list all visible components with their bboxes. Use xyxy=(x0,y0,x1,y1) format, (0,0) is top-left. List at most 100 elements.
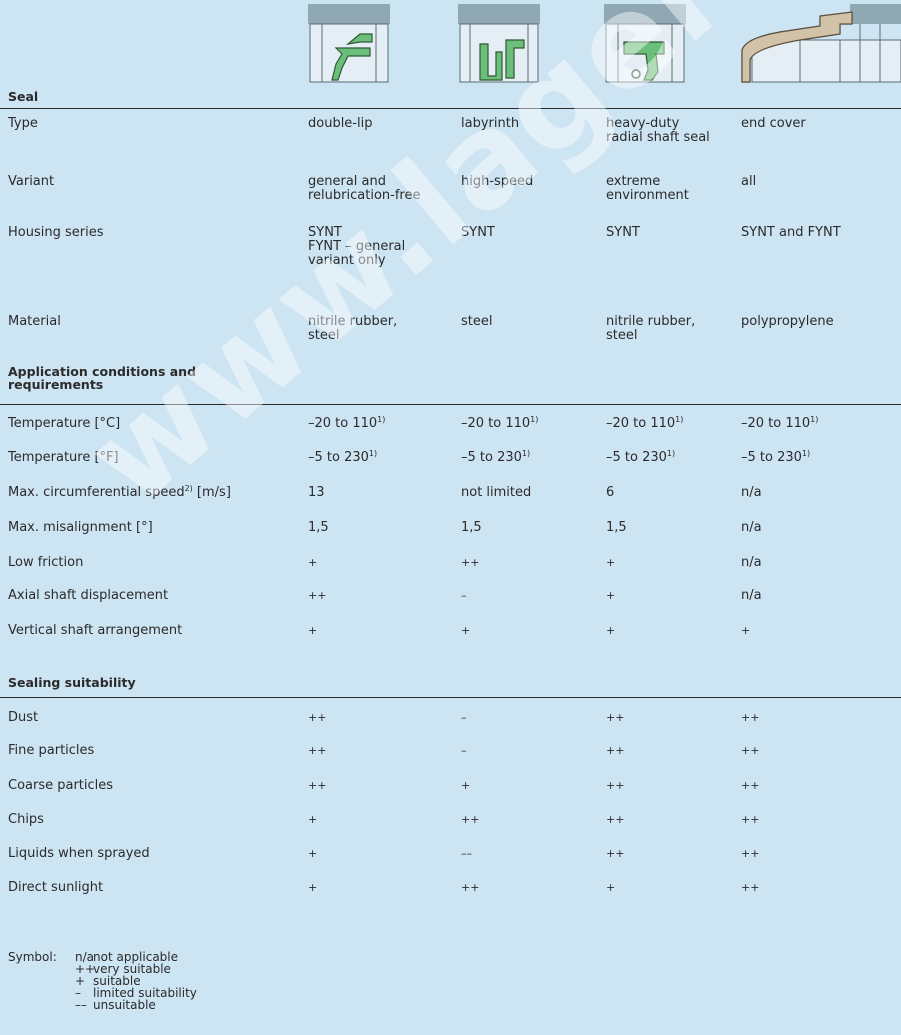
table-row: Fine particles ++ – ++ ++ xyxy=(0,744,901,784)
cell-heavy-duty: ++ xyxy=(606,813,625,826)
cell-double-lip: nitrile rubber, steel xyxy=(308,314,398,343)
cell-double-lip: ++ xyxy=(308,589,327,602)
cell-labyrinth: – xyxy=(461,711,467,724)
cell-labyrinth: high-speed xyxy=(461,174,534,189)
row-label: Chips xyxy=(8,812,44,827)
cell-labyrinth: steel xyxy=(461,314,493,329)
cell-double-lip: ++ xyxy=(308,711,327,724)
section-rule xyxy=(0,108,901,109)
cell-double-lip: 13 xyxy=(308,485,325,500)
cell-heavy-duty: ++ xyxy=(606,711,625,724)
cell-labyrinth: ++ xyxy=(461,556,480,569)
label-text: Max. circumferential speed xyxy=(8,485,185,500)
table-row: Coarse particles ++ + ++ ++ xyxy=(0,779,901,819)
footnote-ref: 1) xyxy=(377,415,386,424)
cell-labyrinth: + xyxy=(461,779,471,792)
cell-double-lip: + xyxy=(308,556,318,569)
row-label: Dust xyxy=(8,710,39,725)
cell-value: –20 to 110 xyxy=(606,416,676,431)
table-row: Vertical shaft arrangement + + + + xyxy=(0,624,901,664)
cell-end-cover: polypropylene xyxy=(741,314,834,329)
cell-end-cover: n/a xyxy=(741,520,762,535)
table-row: Chips + ++ ++ ++ xyxy=(0,813,901,853)
cell-end-cover: end cover xyxy=(741,116,806,131)
cell-value: –20 to 110 xyxy=(308,416,378,431)
cell-value: –20 to 110 xyxy=(461,416,531,431)
row-label: Coarse particles xyxy=(8,778,114,793)
cell-end-cover: ++ xyxy=(741,813,760,826)
row-label: Temperature [°C] xyxy=(8,416,121,431)
footnote-ref: 1) xyxy=(675,415,684,424)
cell-value: –5 to 230 xyxy=(461,450,522,465)
section-rule xyxy=(0,404,901,405)
legend-text: limited suitability xyxy=(93,986,197,1000)
cell-end-cover: ++ xyxy=(741,744,760,757)
cell-heavy-duty: + xyxy=(606,624,616,637)
cell-labyrinth: – xyxy=(461,589,467,602)
legend-item: ++very suitable xyxy=(75,963,171,975)
cell-heavy-duty: ++ xyxy=(606,779,625,792)
footnote-ref: 1) xyxy=(810,415,819,424)
cell-end-cover: + xyxy=(741,624,751,637)
legend-item: –– unsuitable xyxy=(75,999,156,1011)
cell-labyrinth: ++ xyxy=(461,813,480,826)
cell-end-cover: all xyxy=(741,174,757,189)
cell-heavy-duty: SYNT xyxy=(606,225,640,240)
row-label: Material xyxy=(8,314,61,329)
cell-labyrinth: – xyxy=(461,744,467,757)
heavy-duty-seal-drawing xyxy=(604,4,686,83)
row-label: Type xyxy=(8,116,38,131)
cell-heavy-duty: extreme environment xyxy=(606,174,689,203)
row-label: Temperature [°F] xyxy=(8,450,119,465)
footnote-ref: 2) xyxy=(184,484,193,493)
cell-heavy-duty: –5 to 2301) xyxy=(606,450,675,465)
cell-labyrinth: + xyxy=(461,624,471,637)
footnote-ref: 1) xyxy=(368,449,378,458)
cell-labyrinth: –20 to 1101) xyxy=(461,416,538,431)
end-cover-drawing xyxy=(741,4,901,83)
cell-end-cover: ++ xyxy=(741,847,760,860)
table-row: Dust ++ – ++ ++ xyxy=(0,711,901,751)
cell-double-lip: –20 to 1101) xyxy=(308,415,386,431)
cell-double-lip: –5 to 2301) xyxy=(308,449,378,465)
row-label: Low friction xyxy=(8,555,84,570)
cell-double-lip: 1,5 xyxy=(308,520,329,535)
cell-heavy-duty: + xyxy=(606,589,616,602)
table-row: Max. circumferential speed2) [m/s] 13 no… xyxy=(0,484,901,526)
table-row: Direct sunlight + ++ + ++ xyxy=(0,881,901,921)
cell-double-lip: general and relubrication-free xyxy=(308,174,421,203)
legend-item: – limited suitability xyxy=(75,987,197,999)
cell-value: –5 to 230 xyxy=(741,450,802,465)
cell-value: –5 to 230 xyxy=(308,450,369,465)
cell-labyrinth: –– xyxy=(461,847,472,860)
cell-end-cover: n/a xyxy=(741,555,762,570)
cell-heavy-duty: ++ xyxy=(606,744,625,757)
cell-end-cover: n/a xyxy=(741,485,762,500)
legend-text: not applicable xyxy=(93,950,179,964)
legend-symbol: + xyxy=(75,974,86,988)
cell-heavy-duty: + xyxy=(606,556,616,569)
section-sealing-title: Sealing suitability xyxy=(8,675,136,690)
cell-labyrinth: not limited xyxy=(461,485,532,500)
cell-heavy-duty: nitrile rubber, steel xyxy=(606,314,696,343)
cell-labyrinth: ++ xyxy=(461,881,480,894)
section-application-title: Application conditions and requirements xyxy=(8,364,197,392)
cell-double-lip: + xyxy=(308,813,318,826)
cell-labyrinth: labyrinth xyxy=(461,116,520,131)
cell-labyrinth: 1,5 xyxy=(461,520,482,535)
table-row: Housing series SYNT FYNT – general varia… xyxy=(0,225,901,268)
row-label: Max. circumferential speed2) [m/s] xyxy=(8,484,231,500)
cell-value: –5 to 230 xyxy=(606,450,667,465)
cell-double-lip: ++ xyxy=(308,744,327,757)
cell-double-lip: SYNT FYNT – general variant only xyxy=(308,225,406,268)
cell-heavy-duty: –20 to 1101) xyxy=(606,415,684,431)
legend-text: suitable xyxy=(93,974,141,988)
row-label: Axial shaft displacement xyxy=(8,588,169,603)
row-label: Liquids when sprayed xyxy=(8,846,150,861)
table-row: Type double-lip labyrinth heavy-duty rad… xyxy=(0,117,901,157)
legend-text: very suitable xyxy=(93,962,171,976)
row-label: Fine particles xyxy=(8,743,95,758)
footnote-ref: 1) xyxy=(801,449,811,458)
legend-text: unsuitable xyxy=(93,998,156,1012)
